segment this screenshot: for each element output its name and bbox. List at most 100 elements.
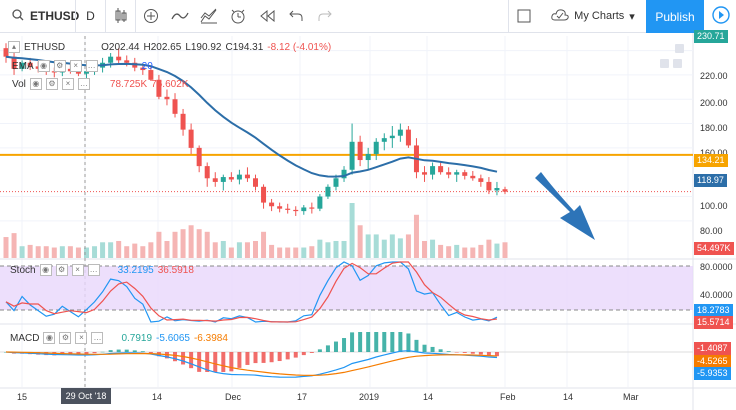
stoch-tick: 40.0000 (700, 290, 733, 300)
vol-settings-icon[interactable]: ⚙ (45, 78, 58, 90)
volume-bar (462, 247, 468, 258)
replay-icon[interactable] (252, 0, 281, 33)
macd-hist-bar (261, 352, 266, 363)
candle-body (285, 208, 291, 210)
volume-bar (244, 242, 250, 258)
candle-body (325, 186, 331, 197)
volume-bar (438, 244, 444, 258)
trend-arrow-shape[interactable] (535, 172, 595, 240)
indicators-icon[interactable] (165, 0, 194, 33)
macd-hist-bar (486, 352, 491, 356)
volume-bar (454, 244, 460, 258)
macd-hist-bar (350, 332, 355, 352)
chevron-down-icon: ▾ (629, 10, 635, 23)
volume-bar (333, 240, 339, 258)
stoch-settings-icon[interactable]: ⚙ (55, 264, 68, 276)
volume-bar (309, 246, 315, 258)
volume-bar (116, 240, 122, 258)
volume-bar (212, 242, 218, 258)
macd-hist-bar (422, 344, 427, 352)
macd-eye-icon[interactable]: ◉ (43, 332, 56, 344)
candle-body (75, 71, 81, 74)
interval-button[interactable]: D (86, 9, 95, 23)
volume-bar (228, 247, 234, 258)
volume-value-a: 78.725K (109, 78, 148, 90)
macd-hist-bar (253, 352, 258, 364)
volume-bar (180, 229, 186, 258)
macd-label: MACD (10, 332, 40, 344)
macd-hist-bar (414, 339, 419, 352)
volume-bar (124, 246, 130, 258)
compare-icon[interactable] (136, 0, 165, 33)
collapse-legend-icon[interactable]: ▴ (8, 41, 20, 53)
vol-close-icon[interactable]: × (61, 78, 74, 90)
ema-close-icon[interactable]: × (69, 60, 82, 72)
stoch-more-icon[interactable]: … (87, 264, 100, 276)
volume-bar (67, 246, 73, 258)
ema-eye-icon[interactable]: ◉ (37, 60, 50, 72)
candle-body (494, 188, 500, 191)
stoch-close-icon[interactable]: × (71, 264, 84, 276)
templates-icon[interactable] (194, 0, 223, 33)
time-tick: 14 (423, 392, 434, 402)
macd-signal-value: -6.3984 (193, 332, 228, 344)
macd-hist-bar (100, 351, 105, 353)
vol-eye-icon[interactable]: ◉ (29, 78, 42, 90)
macd-more-icon[interactable]: … (91, 332, 104, 344)
volume-bar (148, 242, 154, 258)
stoch-eye-icon[interactable]: ◉ (39, 264, 52, 276)
macd-hist-bar (269, 352, 274, 363)
symbol-search[interactable]: ETHUSD (0, 0, 79, 33)
legend-symbol: ETHUSD (24, 41, 66, 53)
volume-bar (325, 242, 331, 258)
my-charts-label: My Charts (574, 10, 625, 22)
candle-body (317, 196, 323, 209)
ema-label: EMA (12, 60, 34, 72)
macd-hist-bar (293, 352, 298, 358)
macd-hist-bar (221, 352, 226, 372)
macd-settings-icon[interactable]: ⚙ (59, 332, 72, 344)
candle-body (172, 99, 178, 114)
vol-more-icon[interactable]: … (77, 78, 90, 90)
ema-settings-icon[interactable]: ⚙ (53, 60, 66, 72)
alert-icon[interactable] (223, 0, 252, 33)
time-tick: 14 (563, 392, 574, 402)
price-tick: 100.00 (700, 201, 728, 211)
top-toolbar: ETHUSD D My Charts ▾ (0, 0, 736, 33)
volume-bar (413, 214, 419, 258)
candle-body (478, 178, 484, 182)
macd-hist-bar (342, 338, 347, 352)
volume-bar (27, 244, 33, 258)
macd-close-icon[interactable]: × (75, 332, 88, 344)
macd-hist-value: 0.7919 (121, 332, 153, 344)
stoch-tick: 80.0000 (700, 262, 733, 272)
legend-close: C194.31 (225, 41, 264, 53)
macd-hist-bar (140, 351, 145, 352)
volume-bar (140, 246, 146, 258)
candle-body (397, 129, 403, 136)
undo-icon[interactable] (281, 0, 310, 33)
my-charts-button[interactable]: My Charts ▾ (538, 0, 648, 33)
candle-body (502, 189, 508, 192)
stoch-label: Stoch (10, 264, 36, 276)
publish-menu-button[interactable] (705, 0, 736, 33)
volume-bar (277, 247, 283, 258)
price-tick: 220.00 (700, 71, 728, 81)
ema-price-badge: 118.97 (694, 174, 727, 187)
candles-icon[interactable] (106, 0, 135, 33)
volume-bar (430, 239, 436, 258)
candle-body (253, 178, 258, 187)
volume-bar (253, 240, 258, 258)
macd-hist-bar (213, 352, 218, 372)
chart-canvas[interactable] (0, 33, 736, 410)
redo-icon[interactable] (310, 0, 339, 33)
ema-more-icon[interactable]: … (85, 60, 98, 72)
fullscreen-box-icon[interactable] (509, 0, 538, 33)
candle-body (405, 129, 411, 146)
candle-body (164, 96, 170, 100)
publish-button[interactable]: Publish (646, 0, 704, 33)
volume-bar (293, 247, 299, 258)
macd-line-value: -5.6065 (156, 332, 190, 344)
volume-bar (486, 239, 492, 258)
volume-bar (422, 240, 428, 258)
